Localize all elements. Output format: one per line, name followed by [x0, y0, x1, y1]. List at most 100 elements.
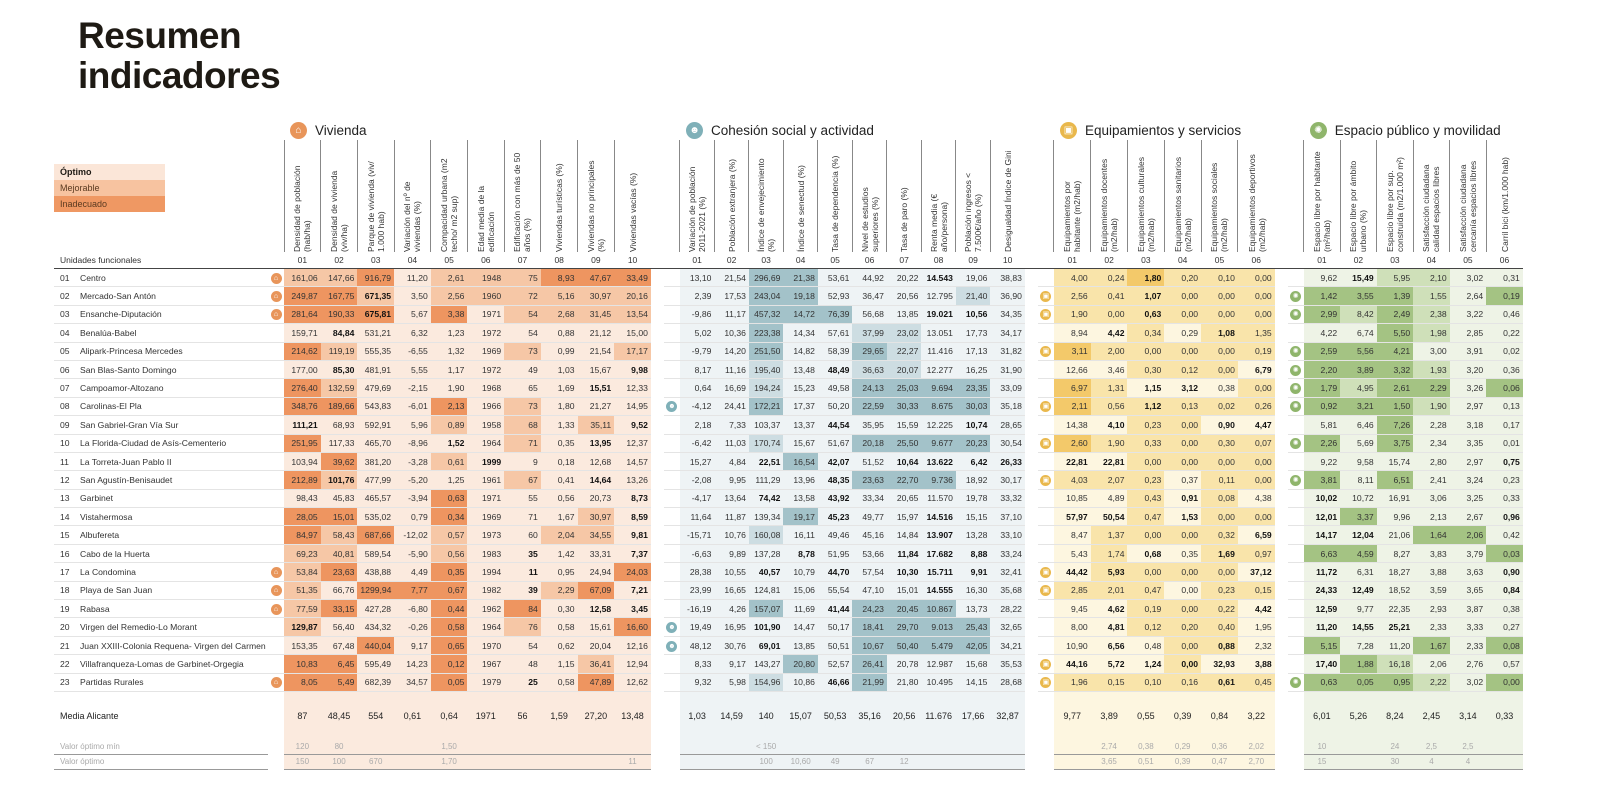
value-cell: 9,95 — [714, 470, 749, 490]
summary-value: 100 — [748, 754, 784, 770]
gap — [1037, 725, 1054, 740]
spacer — [1486, 691, 1523, 706]
summary-value — [817, 739, 853, 755]
marker-cell: ⌂ — [268, 562, 285, 582]
spacer — [852, 691, 887, 706]
table-row: 22 Villafranqueza-Lomas de Garbinet-Orgeg… — [54, 654, 1523, 674]
value-cell: 0,00 — [1164, 342, 1202, 361]
value-cell: 39 — [504, 581, 541, 601]
value-cell: 37,10 — [990, 507, 1025, 527]
marker-cell: ⌂ — [268, 599, 285, 619]
value-cell: 20,56 — [886, 286, 922, 306]
value-cell: 1,53 — [1164, 507, 1202, 527]
column-number: 03 — [357, 252, 395, 269]
marker-cell: ☻ — [663, 636, 680, 656]
value-cell: 0,65 — [430, 636, 468, 656]
value-cell: 9,45 — [1053, 599, 1091, 619]
value-cell: 11.416 — [921, 342, 956, 361]
column-header: Equipamientos sanitarios (m2/hab) — [1163, 140, 1202, 252]
value-cell: 0,00 — [1237, 470, 1275, 490]
gap — [1287, 754, 1304, 770]
spacer — [921, 691, 956, 706]
table-row: 12 San Agustín-Benisaudet 212,89 101,76 477,… — [54, 470, 1523, 490]
gap — [1274, 305, 1288, 324]
gap — [1274, 754, 1288, 770]
column-number: 01 — [1053, 252, 1091, 269]
value-cell: 2,61 — [430, 268, 468, 288]
value-cell: 4,03 — [1053, 470, 1091, 490]
unit-label: Garbinet — [80, 493, 113, 504]
gap — [1024, 268, 1038, 287]
value-cell: 14,17 — [1303, 525, 1341, 545]
gap — [650, 415, 664, 435]
value-cell: 36,47 — [852, 286, 887, 306]
value-cell: 39,62 — [320, 452, 358, 472]
value-cell: 3,22 — [1449, 305, 1487, 325]
column-header: Índice de senectud (%) — [782, 140, 818, 252]
marker-cell — [268, 654, 285, 674]
marker-cell: ▣ — [1037, 562, 1054, 582]
value-cell: 0,00 — [1127, 525, 1165, 545]
column-label: Densidad de vivienda (viv/ha) — [329, 170, 350, 252]
value-cell: 0,48 — [1127, 636, 1165, 656]
value-cell: 0,88 — [1201, 636, 1238, 656]
unit-name: 15 Albufereta — [54, 525, 269, 545]
value-cell: 8,00 — [1053, 617, 1091, 637]
marker-cell: ⌂ — [268, 305, 285, 325]
spacer — [817, 725, 853, 740]
summary-value: 2,74 — [1090, 739, 1128, 755]
unit-label: Playa de San Juan — [80, 585, 153, 596]
value-cell: 75 — [504, 268, 541, 288]
value-cell: 0,41 — [1090, 286, 1128, 306]
value-cell: 14,84 — [886, 525, 922, 545]
group-title-viv: ⌂ Vivienda — [290, 119, 367, 141]
value-cell: 212,89 — [284, 470, 321, 490]
value-cell: 5,72 — [1090, 654, 1128, 674]
value-cell: 0,63 — [1303, 673, 1341, 692]
column-number: 02 — [1340, 252, 1377, 269]
column-header: Densidad de población (hab/ha) — [283, 140, 321, 252]
value-cell: 0,37 — [1164, 470, 1202, 490]
value-cell: 9,17 — [394, 636, 431, 656]
value-cell: 9,32 — [679, 673, 715, 692]
value-cell: 3,50 — [394, 286, 431, 306]
unit-name: 10 La Florida-Ciudad de Asís-Cementerio — [54, 434, 269, 453]
summary-label: Valor óptimo mín — [54, 739, 269, 755]
value-cell: -8,96 — [394, 434, 431, 453]
house-icon: ⌂ — [270, 585, 282, 597]
value-cell: 0,95 — [540, 562, 578, 582]
value-cell: 4,42 — [1090, 323, 1128, 343]
table-row: 23 Partidas Rurales ⌂ 8,05 5,49 682,39 34,57 0,… — [54, 673, 1523, 692]
value-cell: 13.051 — [921, 323, 956, 343]
value-cell: 12,66 — [1053, 360, 1091, 380]
summary-value: 0,39 — [1164, 754, 1202, 770]
value-cell: 1,67 — [540, 507, 578, 527]
value-cell: 48,49 — [817, 360, 853, 380]
value-cell: 0,90 — [1486, 562, 1523, 582]
value-cell: 1,03 — [540, 360, 578, 380]
column-number: 07 — [504, 252, 541, 269]
value-cell: 17,13 — [955, 342, 991, 361]
value-cell: 4,49 — [394, 562, 431, 582]
value-cell: 3,89 — [1340, 360, 1377, 380]
marker-cell — [663, 489, 680, 509]
value-cell: 4,81 — [1090, 617, 1128, 637]
spacer — [1340, 725, 1377, 740]
value-cell: -5,90 — [394, 544, 431, 564]
summary-value — [357, 739, 395, 755]
value-cell: 0,24 — [1090, 268, 1128, 288]
value-cell: 2,56 — [1053, 286, 1091, 306]
value-cell: 0,40 — [1201, 617, 1238, 637]
gap — [1024, 654, 1038, 674]
table-row: 15 Albufereta 84,97 58,43 687,66 -12,02 0,57 19… — [54, 525, 1523, 545]
value-cell: 33,49 — [614, 268, 651, 288]
value-cell: 10,02 — [1303, 489, 1341, 509]
summary-value: 2,45 — [1413, 705, 1450, 726]
value-cell: 0,45 — [1237, 673, 1275, 692]
summary-value — [714, 754, 749, 770]
summary-value — [955, 739, 991, 755]
value-cell: 170,74 — [748, 434, 784, 453]
value-cell: 0,97 — [1237, 544, 1275, 564]
column-label: Compacidad urbana (m2 techo/ m2 sup) — [439, 158, 460, 252]
summary-value — [540, 739, 578, 755]
